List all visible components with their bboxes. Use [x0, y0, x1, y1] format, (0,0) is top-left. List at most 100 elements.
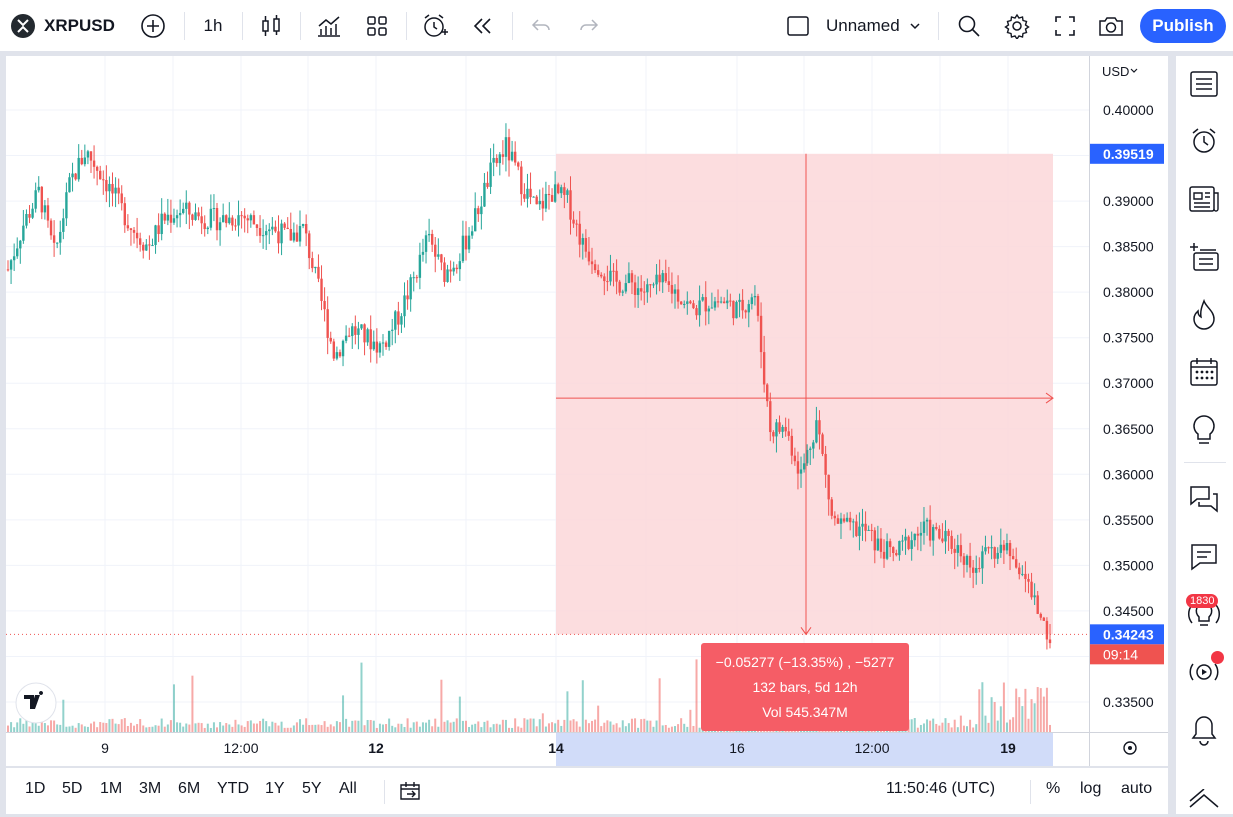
messages-button[interactable] [1186, 539, 1222, 575]
volume-bar [234, 719, 237, 732]
candle-body [925, 519, 929, 522]
candle-body [713, 301, 717, 308]
candle-body [501, 154, 505, 157]
candle-body [261, 235, 265, 237]
watchlist-button[interactable] [1186, 66, 1222, 102]
volume-bar [381, 724, 384, 732]
candle-body [1045, 620, 1049, 640]
range-ytd[interactable]: YTD [217, 780, 249, 797]
candle-body [935, 527, 938, 529]
candle-body [541, 200, 545, 209]
candle-body [31, 208, 34, 218]
candle-body [504, 137, 508, 157]
layout-checkbox[interactable] [784, 8, 812, 44]
range-1y[interactable]: 1Y [265, 780, 285, 797]
candle-body [513, 151, 517, 163]
range-6m[interactable]: 6M [178, 780, 201, 797]
volume-bar [1015, 688, 1018, 732]
streams-button[interactable] [1186, 651, 1224, 690]
alerts-button[interactable] [1186, 123, 1222, 159]
candle-body [581, 238, 584, 245]
publish-button[interactable]: Publish [1140, 9, 1226, 43]
fullscreen-button[interactable] [1048, 8, 1082, 44]
layout-name-menu[interactable]: Unnamed [826, 8, 926, 44]
collapse-panel-button[interactable] [1186, 781, 1222, 817]
volume-bar [311, 724, 314, 732]
goto-date-button[interactable] [398, 779, 422, 808]
interval-button[interactable]: 1h [203, 16, 223, 35]
candle-body [738, 299, 741, 302]
news-button[interactable] [1186, 181, 1222, 217]
candle-body [430, 233, 434, 245]
volume-bar [268, 726, 271, 732]
snapshot-button[interactable] [1094, 8, 1128, 44]
price-chart[interactable]: USD 0.400000.390000.385000.380000.375000… [6, 56, 1168, 766]
chats-button[interactable] [1186, 481, 1222, 517]
candle-body [37, 186, 40, 191]
volume-bar [200, 723, 203, 732]
candle-body [320, 278, 323, 301]
redo-button[interactable] [572, 8, 606, 44]
tradingview-logo[interactable] [15, 682, 57, 724]
candle-body [246, 218, 249, 221]
symbol-search[interactable]: XRPUSD [10, 8, 118, 44]
candle-body [308, 233, 311, 259]
auto-scale-toggle[interactable]: auto [1121, 780, 1153, 797]
range-5d[interactable]: 5D [62, 780, 83, 797]
candle-body [474, 208, 477, 232]
range-5y[interactable]: 5Y [302, 780, 322, 797]
notifications-stream-button[interactable]: 1830 [1186, 594, 1222, 632]
chart-pane[interactable]: USD 0.40000 0.39000 0.38500 0.38000 0.37500 0… [6, 56, 1168, 766]
compare-add-button[interactable] [136, 8, 170, 44]
range-all[interactable]: All [339, 780, 357, 797]
volume-bar [437, 726, 440, 732]
time-axis-range-highlight [556, 733, 1053, 766]
notifications-button[interactable] [1186, 712, 1222, 748]
percent-scale-toggle[interactable]: % [1046, 780, 1061, 797]
calendar-button[interactable] [1186, 354, 1222, 390]
chart-type-button[interactable] [254, 8, 288, 44]
volume-bar [993, 701, 996, 732]
candle-body [535, 196, 538, 205]
candle-body [95, 166, 99, 171]
layouts-button[interactable] [360, 8, 394, 44]
candle-body [74, 173, 77, 180]
indicators-button[interactable] [312, 8, 346, 44]
candle-body [578, 223, 581, 245]
volume-bar [969, 719, 972, 732]
candle-body [735, 301, 738, 319]
candle-body [547, 193, 551, 196]
candle-body [114, 187, 117, 194]
range-3m[interactable]: 3M [139, 780, 162, 797]
range-1m[interactable]: 1M [100, 780, 123, 797]
replay-button[interactable] [466, 8, 500, 44]
add-watchlist-button[interactable] [1186, 239, 1222, 275]
candle-body [769, 401, 772, 433]
undo-button[interactable] [524, 8, 558, 44]
utc-clock[interactable]: 11:50:46 (UTC) [886, 780, 996, 797]
axis-settings-button[interactable] [1123, 741, 1137, 755]
candle-body [461, 235, 465, 262]
candle-body [526, 188, 529, 199]
candle-body [160, 213, 163, 235]
ideas-button[interactable] [1186, 412, 1222, 448]
volume-bar [1005, 722, 1008, 732]
candle-body [698, 300, 701, 316]
candle-body [163, 213, 166, 221]
candle-body [427, 233, 431, 236]
range-1d[interactable]: 1D [25, 780, 46, 797]
hotlists-button[interactable] [1186, 297, 1222, 333]
volume-bar [378, 723, 381, 732]
candle-body [1021, 573, 1024, 575]
log-scale-toggle[interactable]: log [1080, 780, 1102, 797]
settings-button[interactable] [1000, 8, 1034, 44]
volume-bar [102, 722, 105, 732]
candle-body [615, 270, 618, 282]
volume-bar [514, 718, 517, 732]
candle-body [557, 184, 560, 194]
candle-body [775, 422, 778, 437]
volume-bar [351, 720, 354, 732]
alert-button[interactable] [418, 8, 452, 44]
volume-bar [157, 725, 160, 732]
search-button[interactable] [952, 8, 986, 44]
